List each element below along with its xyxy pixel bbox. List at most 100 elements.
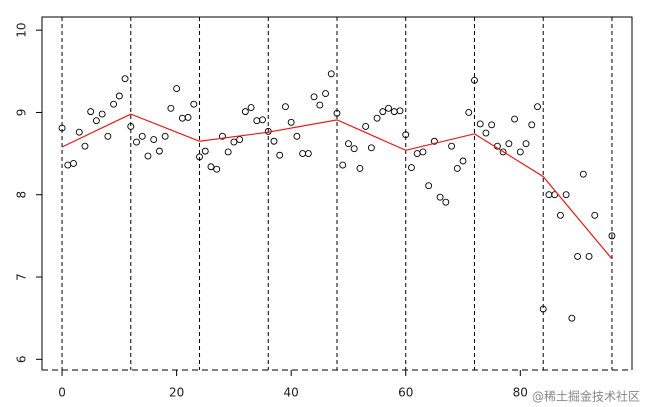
point: [138, 132, 146, 140]
point: [568, 314, 576, 322]
point: [133, 138, 140, 146]
point: [574, 252, 582, 260]
y-tick-label: 6: [15, 355, 29, 363]
point: [144, 152, 152, 160]
point: [293, 132, 301, 140]
point: [241, 108, 249, 116]
point: [350, 145, 358, 153]
y-tick-label: 8: [15, 191, 29, 199]
point: [75, 128, 83, 136]
point: [419, 148, 427, 156]
watermark: @稀土掘金技术社区: [532, 389, 640, 404]
point: [511, 115, 519, 123]
point: [528, 121, 536, 129]
point: [488, 121, 496, 129]
point: [442, 198, 450, 206]
point: [207, 163, 215, 171]
point: [425, 182, 433, 190]
point: [413, 150, 421, 158]
y-tick-label: 10: [15, 23, 29, 38]
point: [556, 211, 564, 219]
y-tick-label: 9: [15, 109, 29, 117]
point: [253, 117, 261, 125]
point: [476, 120, 484, 128]
x-tick-label: 40: [284, 386, 299, 400]
point: [345, 140, 352, 148]
point: [579, 170, 587, 178]
point: [499, 148, 507, 156]
point: [482, 129, 490, 137]
point: [121, 75, 129, 83]
point: [356, 164, 364, 172]
point: [362, 122, 370, 130]
point: [190, 100, 198, 108]
point: [396, 107, 404, 115]
point: [150, 136, 158, 144]
point: [213, 165, 221, 173]
point: [127, 122, 135, 130]
point: [299, 150, 307, 158]
y-tick-label: 7: [15, 273, 29, 281]
point: [58, 124, 66, 132]
point: [539, 305, 547, 313]
point: [436, 193, 444, 201]
point: [230, 138, 238, 146]
point: [402, 131, 410, 139]
point: [448, 142, 456, 150]
point: [155, 147, 163, 155]
point: [316, 101, 324, 109]
point: [276, 151, 284, 159]
point: [236, 136, 244, 144]
point: [167, 104, 175, 112]
point: [408, 164, 415, 172]
point: [110, 100, 118, 108]
point: [87, 108, 95, 116]
x-tick-label: 0: [58, 386, 66, 400]
point: [218, 132, 226, 140]
point: [585, 252, 593, 260]
point: [322, 90, 329, 97]
point: [281, 103, 289, 111]
point: [379, 108, 387, 116]
point: [459, 157, 467, 165]
point: [304, 150, 312, 158]
point: [287, 118, 295, 126]
point: [178, 114, 186, 122]
point: [333, 109, 341, 117]
point: [310, 93, 318, 101]
point: [259, 116, 266, 124]
x-tick-label: 60: [398, 386, 413, 400]
point: [247, 104, 255, 111]
point: [196, 153, 203, 161]
point: [104, 132, 112, 140]
point: [81, 142, 89, 150]
x-tick-label: 20: [169, 386, 184, 400]
point: [367, 144, 375, 152]
point: [562, 191, 570, 199]
point: [270, 137, 278, 145]
point: [115, 92, 123, 100]
point: [70, 160, 77, 167]
fit-line: [61, 113, 613, 260]
point: [465, 108, 473, 116]
point: [453, 164, 461, 172]
point: [184, 113, 192, 121]
point: [201, 147, 209, 155]
point: [385, 104, 393, 112]
point: [545, 191, 553, 199]
point: [327, 70, 335, 78]
point: [173, 85, 181, 93]
point: [591, 211, 599, 219]
point: [64, 161, 72, 169]
point: [522, 140, 530, 148]
point: [516, 148, 524, 156]
point: [534, 103, 541, 111]
point: [608, 232, 616, 240]
point: [224, 148, 232, 156]
point: [505, 140, 513, 148]
point: [161, 132, 169, 140]
point: [339, 161, 347, 169]
point: [471, 76, 478, 84]
point: [98, 110, 106, 118]
